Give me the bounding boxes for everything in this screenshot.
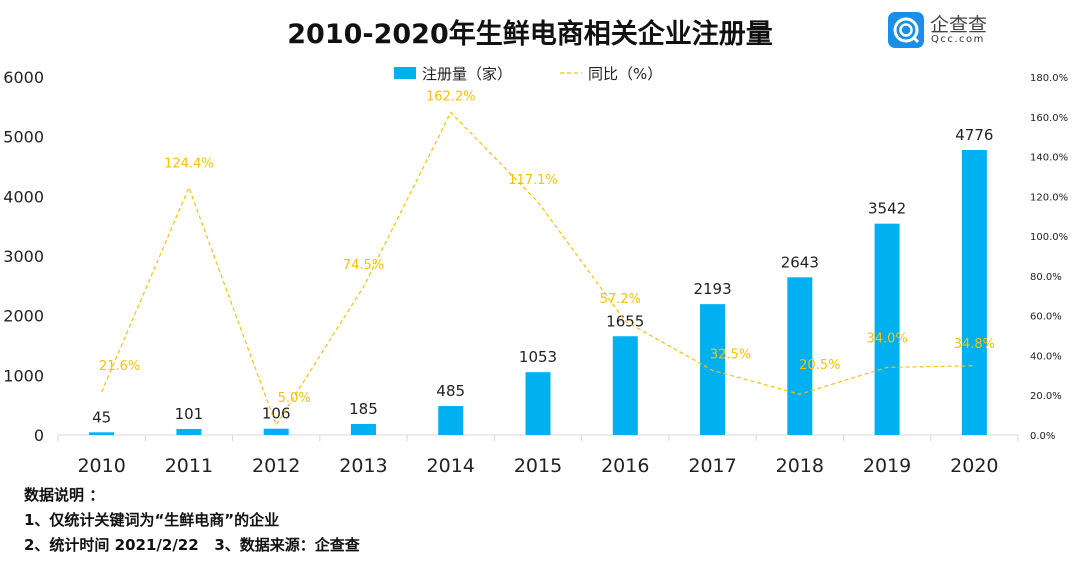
x-axis-tick-label: 2017 — [688, 455, 736, 477]
x-axis-tick-label: 2012 — [252, 455, 300, 477]
left-axis-tick-label: 4000 — [3, 187, 44, 206]
left-axis-tick-label: 2000 — [3, 307, 44, 326]
yoy-data-label: 21.6% — [99, 359, 140, 374]
bar-2010 — [89, 432, 115, 435]
bar-2014 — [438, 406, 464, 435]
right-axis-tick-label: 20.0% — [1030, 391, 1062, 402]
left-axis-tick-label: 1000 — [3, 366, 44, 385]
note-line-2: 2、统计时间 2021/2/22 3、数据来源：企查查 — [24, 536, 360, 554]
bar-data-label: 2193 — [693, 280, 731, 298]
bar-2012 — [263, 428, 289, 435]
x-axis-tick-label: 2015 — [514, 455, 562, 477]
bar-2013 — [350, 423, 376, 435]
x-axis-tick-label: 2014 — [427, 455, 475, 477]
bar-2020 — [961, 150, 987, 436]
right-axis-tick-label: 0.0% — [1030, 431, 1055, 442]
bar-data-label: 485 — [436, 382, 465, 400]
right-axis-tick-label: 120.0% — [1030, 192, 1068, 203]
bar-data-label: 3542 — [868, 200, 906, 218]
x-axis-tick-label: 2019 — [863, 455, 911, 477]
right-axis-tick-label: 60.0% — [1030, 312, 1062, 323]
yoy-data-label: 57.2% — [600, 292, 641, 307]
yoy-data-label: 20.5% — [799, 358, 840, 373]
right-axis-tick-label: 40.0% — [1030, 351, 1062, 362]
bar-data-label: 185 — [349, 400, 378, 418]
yoy-data-label: 74.5% — [343, 258, 384, 273]
chart-svg: 0 1000 2000 3000 4000 5000 6000 0.0% 20.0% 40.0% 6… — [3, 65, 1068, 477]
yoy-data-label: 124.4% — [164, 157, 214, 172]
bar-data-label: 106 — [262, 405, 291, 423]
bar-2017 — [700, 304, 726, 435]
left-axis-tick-label: 5000 — [3, 128, 44, 147]
right-axis-tick-label: 140.0% — [1030, 153, 1068, 164]
bar-2016 — [612, 336, 638, 435]
legend-bar-swatch — [394, 67, 416, 79]
bar-2019 — [874, 223, 900, 435]
notes: 数据说明 ： 1、仅统计关键词为“生鲜电商”的企业 2、统计时间 2021/2/… — [24, 483, 360, 558]
chart-title: 2010-2020年生鲜电商相关企业注册量 — [287, 19, 773, 50]
x-axis-tick-label: 2016 — [601, 455, 649, 477]
x-axis-tick-label: 2011 — [165, 455, 213, 477]
bar-2018 — [787, 277, 813, 435]
yoy-data-label: 34.0% — [866, 331, 907, 346]
right-axis-tick-label: 100.0% — [1030, 232, 1068, 243]
logo-text-cn: 企查查 — [930, 14, 988, 36]
left-axis-tick-label: 3000 — [3, 247, 44, 266]
logo-text-en: Qcc.com — [931, 34, 985, 45]
bar-data-label: 2643 — [781, 253, 819, 271]
bar-data-label: 1053 — [519, 348, 557, 366]
yoy-data-label: 5.0% — [278, 391, 311, 406]
legend-line-label: 同比（%） — [588, 65, 662, 83]
legend-bar-label: 注册量（家） — [422, 65, 512, 83]
left-axis-tick-label: 0 — [34, 426, 44, 445]
yoy-data-label: 162.2% — [426, 89, 476, 104]
left-axis-tick-label: 6000 — [3, 68, 44, 87]
yoy-data-label: 32.5% — [710, 347, 751, 362]
right-axis-tick-label: 180.0% — [1030, 73, 1068, 84]
qcc-logo-icon — [888, 12, 924, 48]
x-axis-tick-label: 2013 — [339, 455, 387, 477]
x-axis-tick-label: 2020 — [950, 455, 998, 477]
x-axis-tick-label: 2010 — [77, 455, 125, 477]
yoy-data-label: 117.1% — [508, 173, 558, 188]
right-axis-tick-label: 80.0% — [1030, 272, 1062, 283]
bar-data-label: 45 — [92, 408, 111, 426]
bar-2011 — [176, 428, 202, 435]
note-line-1: 1、仅统计关键词为“生鲜电商”的企业 — [24, 511, 280, 529]
bar-data-label: 4776 — [955, 126, 993, 144]
yoy-data-label: 34.8% — [954, 337, 995, 352]
right-axis-tick-label: 160.0% — [1030, 113, 1068, 124]
logo: 企查查 Qcc.com — [888, 12, 1008, 48]
bar-2015 — [525, 372, 551, 435]
note-heading: 数据说明 ： — [24, 486, 105, 504]
bar-data-label: 101 — [175, 405, 204, 423]
x-axis-tick-label: 2018 — [776, 455, 824, 477]
